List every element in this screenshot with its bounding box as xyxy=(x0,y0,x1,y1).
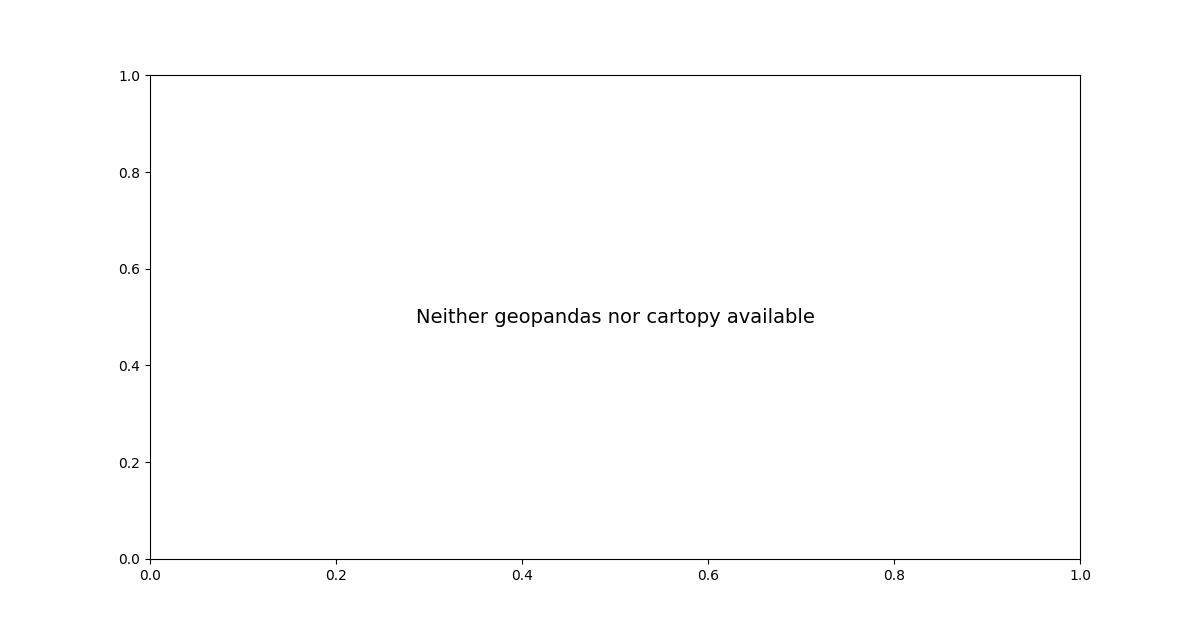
Text: Neither geopandas nor cartopy available: Neither geopandas nor cartopy available xyxy=(415,308,815,327)
